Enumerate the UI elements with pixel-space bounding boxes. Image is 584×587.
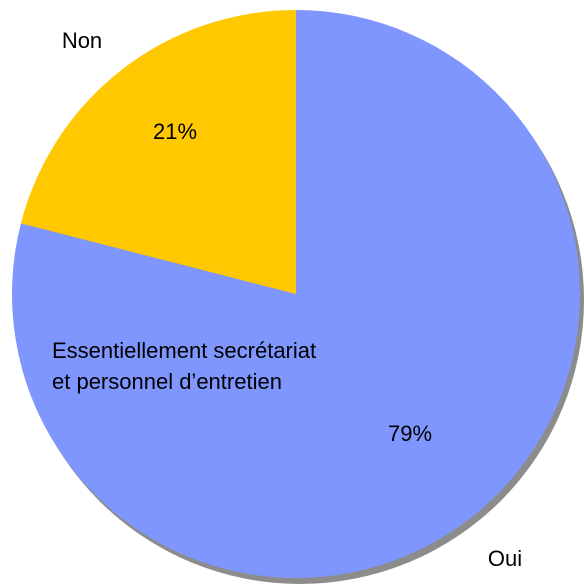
annotation: et personnel d’entretien [52,369,282,394]
value-label: 21% [153,119,197,144]
category-label: Non [62,28,102,53]
value-label: 79% [388,421,432,446]
category-label: Oui [488,546,522,571]
annotation: Essentiellement secrétariat [52,338,316,363]
pie [12,10,581,578]
pie-slice [20,10,296,294]
